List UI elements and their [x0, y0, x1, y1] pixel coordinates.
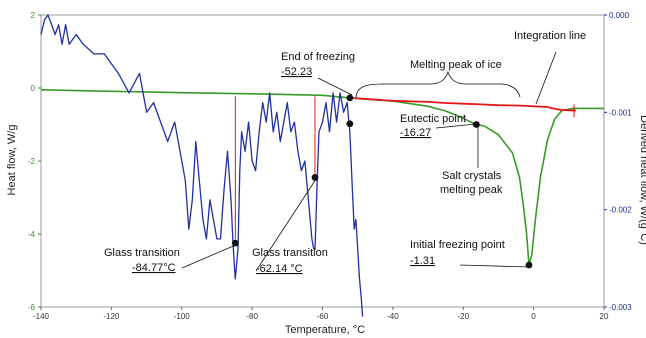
data-point-marker-3	[346, 120, 354, 128]
x-axis-label: Temperature, °C	[285, 324, 365, 336]
annotation-eutectic-value: -16.27	[400, 127, 431, 139]
x-tick-label-8: 20	[600, 312, 609, 321]
y-tick-label-4: -6	[28, 303, 36, 312]
leader-end-of-freezing	[317, 77, 353, 96]
annotation-glass-transition-2: Glass transition	[252, 247, 328, 259]
y-axis-label: Heat flow, W/g	[6, 125, 18, 196]
y-right-tick-label-1: -0.001	[609, 108, 632, 117]
leader-eutectic	[435, 123, 477, 129]
annotation-glass-transition-1: Glass transition	[104, 247, 180, 259]
x-tick-label-6: -20	[457, 312, 469, 321]
y-tick-label-3: -4	[28, 230, 36, 239]
heat-flow-line	[40, 89, 604, 266]
annotation-end-of-freezing: End of freezing	[281, 51, 355, 63]
data-point-marker-5	[525, 261, 533, 269]
x-tick-label-2: -100	[174, 312, 191, 321]
y-right-tick-label-3: -0.003	[609, 303, 632, 312]
annotation-glass-transition-2-value: -62.14 °C	[256, 263, 303, 275]
annotation-initial-freezing-value: -1.31	[410, 255, 435, 267]
x-tick-label-0: -140	[33, 312, 50, 321]
annotation-glass-transition-1-value: -84.77°C	[132, 262, 176, 274]
melting-peak-brace	[355, 70, 521, 99]
leader-glass-2	[255, 175, 319, 272]
plot-area-frame	[40, 14, 605, 308]
x-tick-label-3: -80	[246, 312, 258, 321]
annotation-leaders	[181, 51, 557, 272]
x-tick-label-4: -60	[317, 312, 329, 321]
annotation-end-of-freezing-value: -52.23	[281, 66, 312, 78]
x-tick-label-1: -120	[103, 312, 120, 321]
y-tick-label-1: 0	[31, 84, 36, 93]
data-point-marker-2	[346, 94, 354, 102]
y-right-tick-label-0: 0.000	[609, 11, 630, 20]
annotation-salt-crystals-2: melting peak	[440, 184, 503, 196]
leader-glass-1	[181, 243, 239, 269]
y-tick-label-0: 2	[31, 11, 36, 20]
derived-heat-flow-line	[40, 14, 364, 317]
annotation-salt-crystals: Salt crystals	[442, 170, 502, 182]
annotation-initial-freezing: Initial freezing point	[410, 239, 505, 251]
x-tick-label-7: 0	[531, 312, 536, 321]
leader-initial-freezing	[459, 264, 529, 268]
x-tick-label-5: -40	[387, 312, 399, 321]
y-right-axis-label: Derived heat flow, W/(g°C)	[638, 115, 646, 245]
annotation-eutectic: Eutectic point	[400, 113, 466, 125]
annotation-integration-line: Integration line	[514, 30, 586, 42]
y-right-tick-label-2: -0.002	[609, 206, 632, 215]
data-point-marker-4	[472, 121, 480, 128]
annotation-melting-peak: Melting peak of ice	[410, 59, 502, 71]
integration-line	[349, 97, 576, 112]
y-tick-label-2: -2	[28, 157, 36, 166]
data-point-marker-1	[311, 174, 319, 181]
leader-integration	[535, 51, 557, 105]
